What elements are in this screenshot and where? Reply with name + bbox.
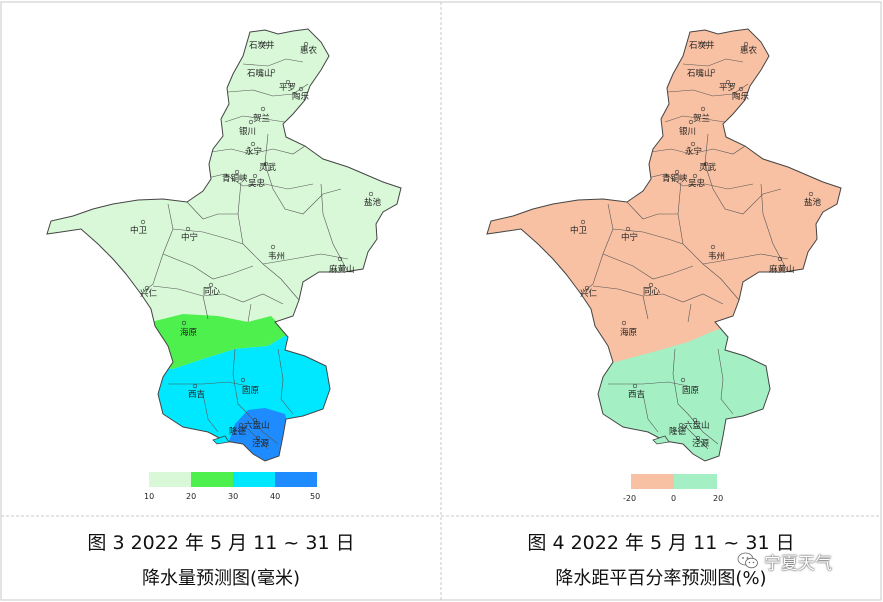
label-zhongning: 中宁 [181,232,198,243]
precipitation-map: 石炭井 惠农 石嘴山 平罗 陶乐 贺兰 银川 永宁 灵武 青铜峡 吴忠 盐池 中… [3,4,439,514]
label-weizhou: 韦州 [268,252,285,262]
detached-enclave-right [652,435,670,445]
zone-30-40 [123,334,343,461]
label-jingyuan: 泾源 [692,439,710,449]
label-jingyuan: 泾源 [252,439,270,449]
label-yanchi: 盐池 [364,197,382,208]
label-qingtongxia: 青铜峡 [662,173,688,184]
label-shitanjing: 石炭井 [689,40,715,51]
left-caption-subtitle: 降水量预测图(毫米) [141,568,301,589]
legend-swatch-minus20-0 [631,474,674,489]
legend-swatch-30-40 [233,472,275,487]
watermark-text: 宁夏天气 [764,553,832,574]
left-caption-title: 图 3 2022 年 5 月 11 ~ 31 日 [87,532,355,554]
label-longde: 隆德 [669,426,687,437]
label-longde: 隆德 [229,426,247,437]
label-helan: 贺兰 [253,113,270,124]
right-caption-subtitle: 降水距平百分率预测图(%) [555,568,767,589]
label-lingwu: 灵武 [699,162,717,173]
label-tongxin: 同心 [203,287,221,297]
legend-tick-40: 40 [270,492,280,501]
label-guyuan: 固原 [682,386,699,396]
label-huinong: 惠农 [740,45,758,56]
label-yongning: 永宁 [245,146,262,157]
label-wuzhong: 吴忠 [248,179,266,189]
label-shizuishan: 石嘴山 [247,68,273,79]
legend-swatch-0-20 [674,474,717,489]
label-haiyuan: 海原 [620,327,637,338]
label-mahuangshan: 麻黄山 [769,264,795,275]
label-zhongwei: 中卫 [570,225,588,236]
label-lingwu: 灵武 [259,162,277,173]
label-liupanshan: 六盘山 [244,420,270,431]
label-shizuishan: 石嘴山 [687,68,713,79]
label-yinchuan: 银川 [679,126,696,137]
label-wuzhong: 吴忠 [688,179,706,189]
legend-swatch-20-30 [191,472,233,487]
label-xingren: 兴仁 [580,288,598,299]
label-shitanjing: 石炭井 [249,40,275,51]
legend-tick-0: 0 [671,494,676,503]
anomaly-map: 石炭井 惠农 石嘴山 平罗 陶乐 贺兰 银川 永宁 灵武 青铜峡 吴忠 盐池 中… [443,4,879,514]
label-taole: 陶乐 [292,91,310,102]
label-yinchuan: 银川 [239,126,256,137]
label-helan: 贺兰 [693,113,710,124]
label-zhongwei: 中卫 [130,225,148,236]
label-xingren: 兴仁 [140,288,158,299]
label-xiji: 西吉 [188,390,205,400]
label-yanchi: 盐池 [804,197,822,208]
anomaly-map-svg: 石炭井 惠农 石嘴山 平罗 陶乐 贺兰 银川 永宁 灵武 青铜峡 吴忠 盐池 中… [486,28,842,503]
right-caption-title: 图 4 2022 年 5 月 11 ~ 31 日 [527,532,795,554]
label-xiji: 西吉 [628,390,645,400]
precipitation-map-svg: 石炭井 惠农 石嘴山 平罗 陶乐 贺兰 银川 永宁 灵武 青铜峡 吴忠 盐池 中… [46,28,402,501]
label-liupanshan: 六盘山 [684,420,710,431]
label-pingluo: 平罗 [279,83,296,93]
label-haiyuan: 海原 [180,327,197,338]
legend-tick-50: 50 [310,492,320,501]
precipitation-legend: 10 20 30 40 50 [144,472,320,501]
label-pingluo: 平罗 [719,83,736,93]
label-qingtongxia: 青铜峡 [222,173,248,184]
legend-tick-minus20: -20 [623,494,636,503]
label-huinong: 惠农 [300,45,318,56]
label-guyuan: 固原 [242,386,259,396]
legend-tick-10: 10 [144,492,154,501]
label-yongning: 永宁 [685,146,702,157]
wechat-watermark: 宁夏天气 [736,548,832,574]
zone-0-20 [563,324,783,461]
county-borders-right [580,58,789,450]
label-zhongning: 中宁 [621,232,638,243]
anomaly-legend: -20 0 20 [623,474,723,503]
label-tongxin: 同心 [643,287,661,297]
legend-tick-20: 20 [713,494,723,503]
county-borders [140,58,349,450]
legend-swatch-40-50 [275,472,317,487]
legend-tick-20: 20 [186,492,196,501]
place-labels: 石炭井 惠农 石嘴山 平罗 陶乐 贺兰 银川 永宁 灵武 青铜峡 吴忠 盐池 中… [130,40,382,449]
wechat-icon [737,552,758,569]
label-taole: 陶乐 [732,91,750,102]
place-labels-right: 石炭井 惠农 石嘴山 平罗 陶乐 贺兰 银川 永宁 灵武 青铜峡 吴忠 盐池 中… [570,40,822,449]
label-mahuangshan: 麻黄山 [329,264,355,275]
label-weizhou: 韦州 [708,252,725,262]
detached-enclave [212,435,230,445]
legend-swatch-10-20 [149,472,191,487]
legend-tick-30: 30 [228,492,238,501]
